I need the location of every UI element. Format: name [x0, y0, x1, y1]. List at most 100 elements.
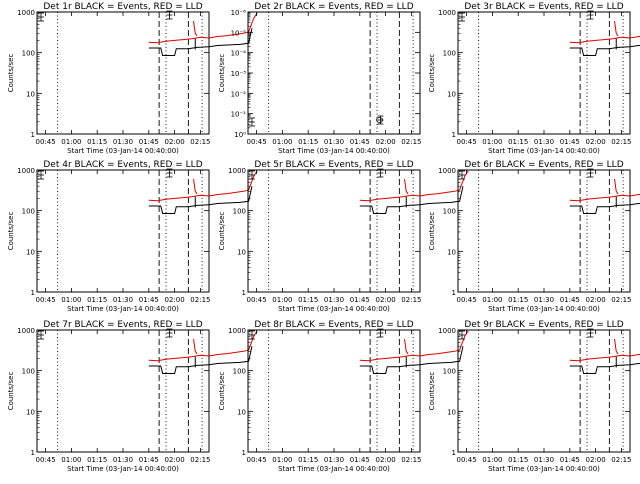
- y-axis-label: Counts/sec: [7, 372, 15, 411]
- y-axis-label: Counts/sec: [428, 54, 436, 93]
- x-tick-label: 01:30: [324, 456, 344, 464]
- panel-det-6: Det 6r BLACK = Events, RED = LLD 00:45 01:…: [428, 160, 640, 313]
- y-axis-label: Counts/sec: [218, 372, 226, 411]
- y-tick-label: 1000: [17, 167, 35, 175]
- panel-det-7: Det 7r BLACK = Events, RED = LLD 00:45 01:…: [7, 320, 258, 473]
- x-tick-label: 01:30: [113, 456, 133, 464]
- x-tick-label: 02:15: [401, 456, 421, 464]
- x-tick-label: 01:30: [324, 138, 344, 146]
- y-axis-label: Counts/sec: [7, 212, 15, 251]
- series-lld-line: [193, 338, 198, 355]
- y-tick-label: 100: [443, 208, 456, 216]
- y-tick-label: 1000: [438, 327, 456, 335]
- x-tick-label: 01:30: [113, 138, 133, 146]
- panel-det-5: Det 5r BLACK = Events, RED = LLD 00:45 01:…: [218, 160, 469, 313]
- series-lld-line: [148, 170, 258, 202]
- series-events-line: [148, 28, 253, 56]
- x-tick-label: 01:00: [482, 456, 502, 464]
- y-tick-label: 1: [452, 131, 456, 139]
- x-tick-label: 02:00: [586, 138, 606, 146]
- y-tick-label: 100: [443, 368, 456, 376]
- x-tick-label: 01:45: [350, 296, 370, 304]
- series-lld-line: [404, 178, 409, 195]
- y-tick-label: 10⁻⁴: [231, 50, 247, 58]
- y-tick-label: 10⁻⁵: [231, 29, 247, 37]
- panel-det-1: Det 1r BLACK = Events, RED = LLD 00:45 01:…: [7, 2, 258, 155]
- x-tick-label: 02:00: [165, 296, 185, 304]
- x-tick-label: 02:00: [165, 456, 185, 464]
- x-tick-label: 00:45: [247, 296, 267, 304]
- x-tick-label: 00:45: [457, 138, 477, 146]
- data-marker: [376, 117, 383, 123]
- x-tick-label: 01:00: [272, 296, 292, 304]
- panel-title: Det 4r BLACK = Events, RED = LLD: [43, 160, 202, 170]
- series-events-line: [359, 346, 464, 374]
- panel-det-4: Det 4r BLACK = Events, RED = LLD 00:45 01:…: [7, 160, 258, 313]
- plot-frame: [247, 329, 421, 453]
- series-lld-line: [614, 178, 619, 195]
- y-tick-label: 10⁰: [234, 131, 246, 139]
- x-axis-label: Start Time (03-Jan-14 00:40:00): [67, 305, 179, 313]
- series-events-line: [148, 346, 253, 374]
- plot-frame: [36, 11, 210, 135]
- series-lld-line: [359, 330, 469, 362]
- x-tick-label: 02:15: [611, 138, 631, 146]
- x-tick-label: 01:15: [87, 138, 107, 146]
- x-tick-label: 01:15: [298, 296, 318, 304]
- x-axis-label: Start Time (03-Jan-14 00:40:00): [488, 305, 600, 313]
- series-lld-line: [193, 20, 198, 37]
- x-tick-label: 01:45: [139, 456, 159, 464]
- x-tick-label: 01:30: [324, 296, 344, 304]
- series-lld-line: [193, 178, 198, 195]
- y-tick-label: 10: [26, 408, 35, 416]
- x-tick-label: 02:15: [611, 456, 631, 464]
- y-tick-label: 100: [22, 368, 35, 376]
- plot-frame: [36, 329, 210, 453]
- x-tick-label: 01:15: [508, 456, 528, 464]
- y-tick-label: 1: [452, 449, 456, 457]
- panel-title: Det 7r BLACK = Events, RED = LLD: [43, 320, 202, 330]
- y-tick-label: 1: [242, 289, 246, 297]
- x-axis-label: Start Time (03-Jan-14 00:40:00): [488, 147, 600, 155]
- y-tick-label: 10: [447, 248, 456, 256]
- x-tick-label: 01:00: [482, 296, 502, 304]
- panel-det-9: Det 9r BLACK = Events, RED = LLD 00:45 01:…: [428, 320, 640, 473]
- y-tick-label: 10: [447, 90, 456, 98]
- series-lld-line: [614, 338, 619, 355]
- x-tick-label: 02:15: [401, 296, 421, 304]
- x-tick-label: 00:45: [36, 456, 56, 464]
- series-lld-line: [404, 338, 409, 355]
- y-axis-label: Counts/sec: [218, 54, 226, 93]
- x-tick-label: 01:00: [61, 456, 81, 464]
- x-tick-label: 02:15: [190, 456, 210, 464]
- y-tick-label: 10: [26, 90, 35, 98]
- x-tick-label: 01:45: [560, 456, 580, 464]
- x-tick-label: 01:45: [350, 456, 370, 464]
- y-tick-label: 10⁻³: [231, 70, 247, 78]
- series-events-line: [569, 362, 640, 374]
- x-tick-label: 02:00: [376, 296, 396, 304]
- y-tick-label: 10⁻⁶: [231, 9, 247, 17]
- series-events-line: [359, 186, 464, 214]
- x-tick-label: 01:15: [508, 296, 528, 304]
- x-tick-label: 01:45: [139, 138, 159, 146]
- panel-det-8: Det 8r BLACK = Events, RED = LLD 00:45 01:…: [218, 320, 469, 473]
- x-tick-label: 01:45: [560, 138, 580, 146]
- y-tick-label: 1: [31, 131, 35, 139]
- x-tick-label: 02:00: [586, 456, 606, 464]
- y-tick-label: 100: [233, 368, 246, 376]
- x-tick-label: 02:00: [376, 456, 396, 464]
- x-tick-label: 02:00: [586, 296, 606, 304]
- y-tick-label: 10: [237, 248, 246, 256]
- x-tick-label: 01:15: [87, 296, 107, 304]
- x-tick-label: 00:45: [36, 138, 56, 146]
- y-tick-label: 10⁻¹: [231, 111, 247, 119]
- x-tick-label: 01:30: [113, 296, 133, 304]
- y-tick-label: 1: [242, 449, 246, 457]
- x-tick-label: 02:00: [376, 138, 396, 146]
- x-tick-label: 02:15: [190, 296, 210, 304]
- y-tick-label: 1000: [228, 327, 246, 335]
- plot-frame: [457, 329, 631, 453]
